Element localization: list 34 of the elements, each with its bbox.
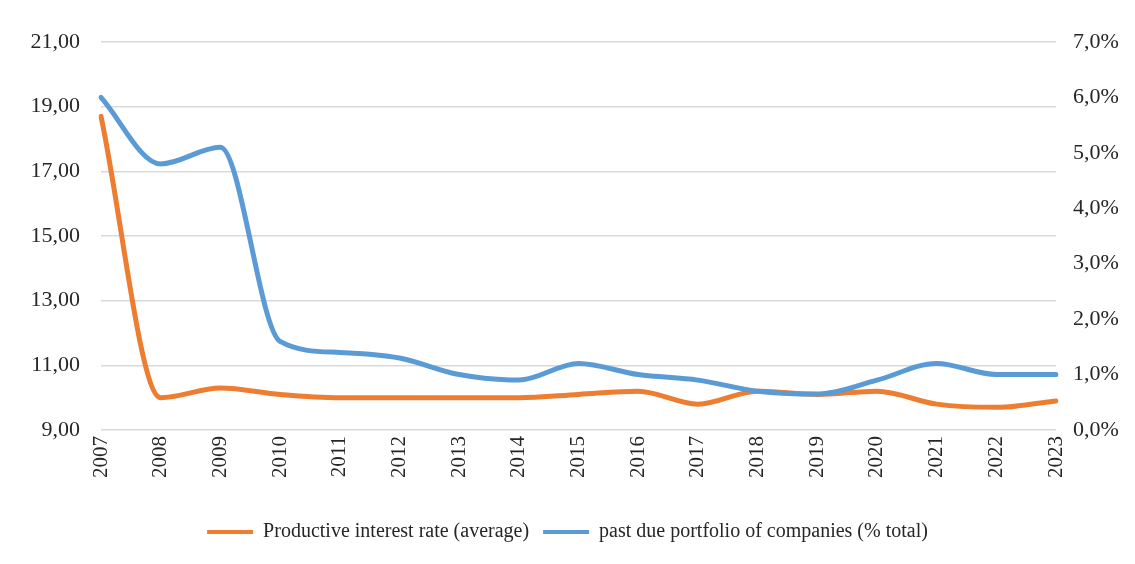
x-tick-label: 2022	[982, 436, 1007, 478]
y-tick-label: 15,00	[30, 221, 80, 247]
x-tick-label: 2020	[863, 436, 888, 478]
y2-tick-label: 2,0%	[1073, 304, 1119, 330]
x-tick-label: 2009	[206, 436, 231, 478]
x-tick-label: 2016	[624, 436, 649, 478]
y2-tick-label: 4,0%	[1073, 194, 1119, 220]
y2-tick-label: 1,0%	[1073, 360, 1119, 386]
y2-tick-label: 6,0%	[1073, 83, 1119, 109]
legend-label: past due portfolio of companies (% total)	[599, 519, 928, 543]
x-tick-label: 2010	[266, 436, 291, 478]
y2-tick-label: 5,0%	[1073, 138, 1119, 164]
x-tick-label: 2023	[1042, 436, 1067, 478]
x-tick-label: 2013	[445, 436, 470, 478]
y2-tick-label: 0,0%	[1073, 415, 1119, 441]
y-tick-label: 17,00	[30, 157, 80, 183]
y-tick-label: 13,00	[30, 286, 80, 312]
y2-tick-label: 3,0%	[1073, 249, 1119, 275]
y-tick-label: 19,00	[30, 92, 80, 118]
x-tick-label: 2015	[565, 436, 590, 478]
legend-label: Productive interest rate (average)	[263, 519, 530, 543]
x-tick-label: 2012	[385, 436, 410, 478]
x-tick-label: 2019	[803, 436, 828, 478]
y2-tick-label: 7,0%	[1073, 27, 1119, 53]
y-tick-label: 9,00	[41, 415, 80, 441]
x-tick-label: 2018	[744, 436, 769, 478]
x-tick-label: 2014	[505, 435, 530, 478]
x-tick-label: 2007	[87, 436, 112, 478]
x-tick-label: 2008	[147, 436, 172, 478]
y-tick-label: 11,00	[31, 351, 80, 377]
x-tick-label: 2021	[923, 436, 948, 478]
x-tick-label: 2017	[684, 436, 709, 478]
x-tick-label: 2011	[326, 436, 351, 478]
y-tick-label: 21,00	[30, 27, 80, 53]
